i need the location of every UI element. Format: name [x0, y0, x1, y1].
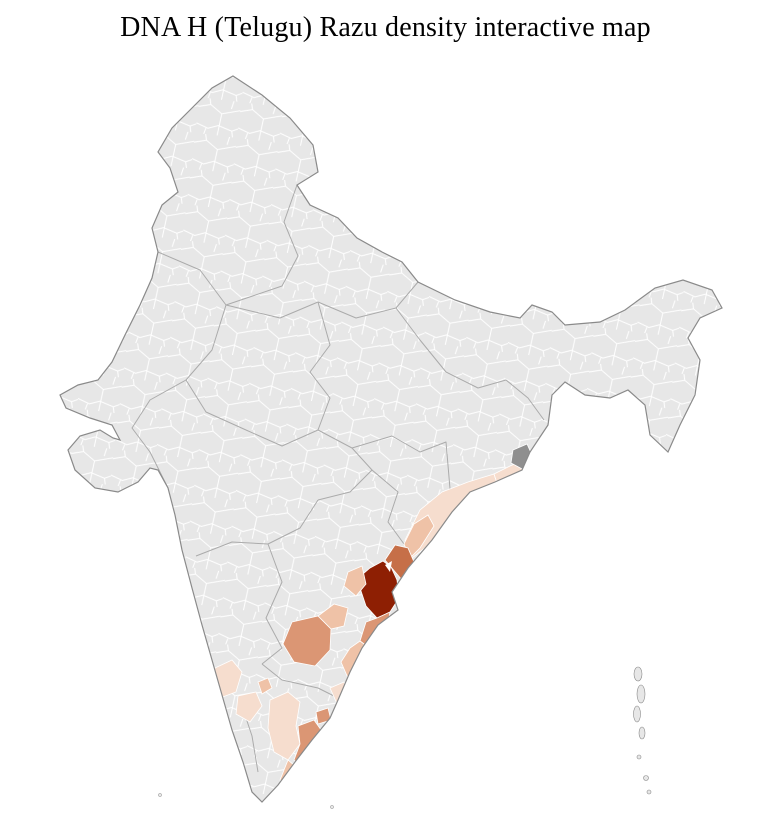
state-borders: [131, 184, 545, 773]
state-border-line: [395, 307, 545, 421]
islet: [158, 793, 162, 797]
island: [638, 726, 646, 740]
island: [636, 754, 642, 760]
island: [633, 705, 641, 723]
state-border-line: [371, 469, 405, 545]
island: [633, 666, 643, 682]
state-border-line: [261, 543, 283, 665]
state-border-line: [351, 435, 453, 513]
district-highlight[interactable]: [343, 565, 367, 597]
district-highlight[interactable]: [282, 615, 332, 667]
state-border-line: [225, 281, 419, 319]
islet: [330, 805, 334, 809]
lakshadweep-islets: [158, 793, 334, 809]
district-boundaries-texture: [60, 76, 722, 802]
state-border-line: [261, 663, 343, 701]
district-gap: [385, 561, 392, 572]
island: [643, 775, 649, 781]
page-title: DNA H (Telugu) Razu density interactive …: [120, 12, 651, 43]
andaman-nicobar-islands: [633, 666, 652, 795]
district-highlight[interactable]: [257, 677, 273, 695]
state-border-line: [157, 251, 247, 431]
state-border-line: [309, 301, 331, 431]
island: [636, 684, 646, 704]
district-highlight[interactable]: [235, 691, 263, 723]
state-border-line: [131, 379, 187, 489]
island: [646, 789, 652, 795]
state-border-line: [225, 184, 299, 306]
